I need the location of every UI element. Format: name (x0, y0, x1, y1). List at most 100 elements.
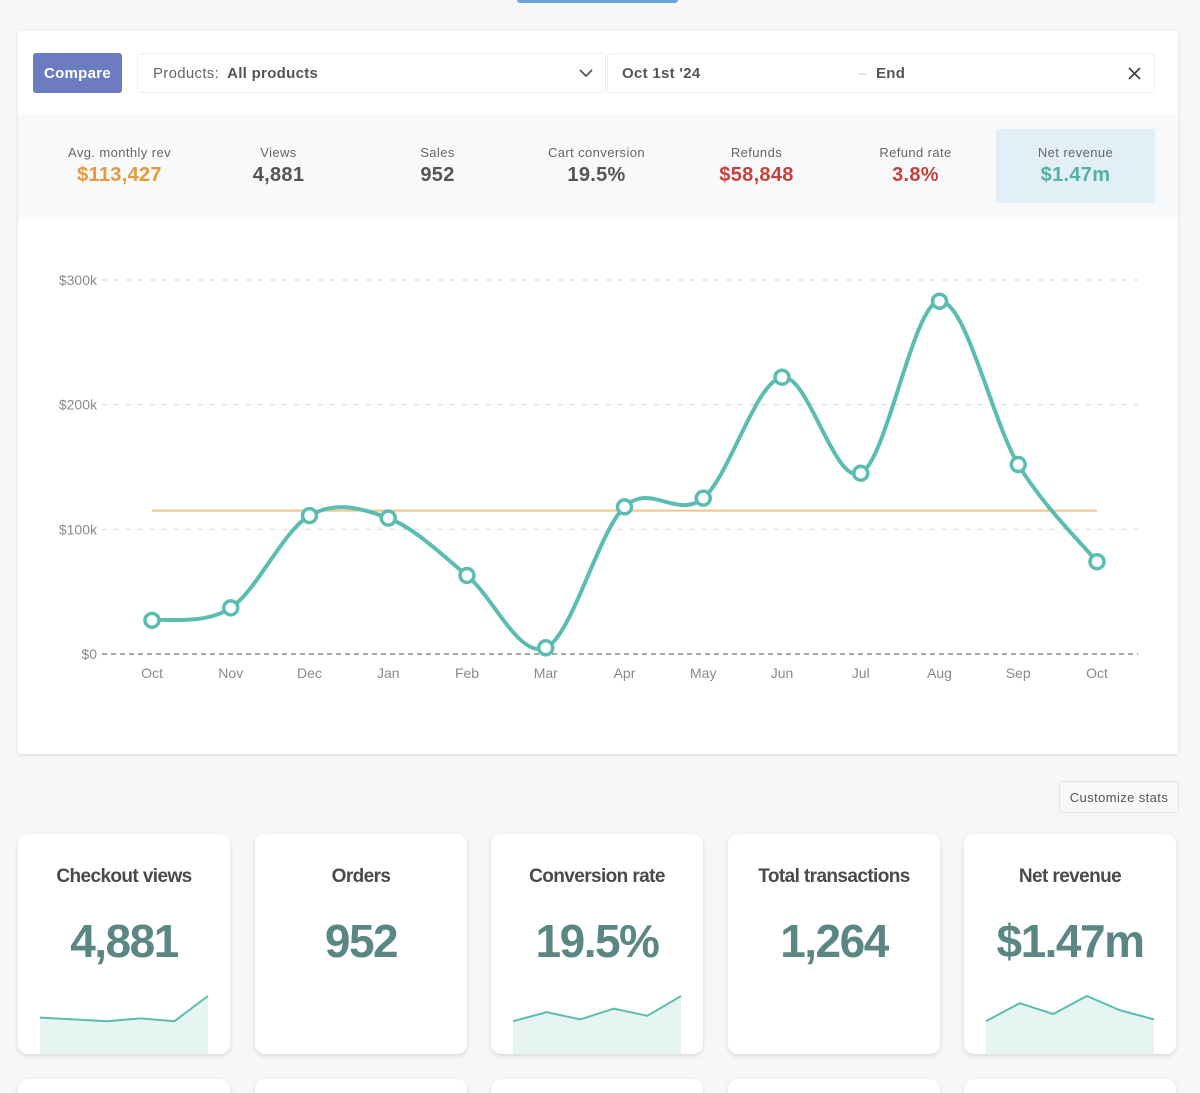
x-tick-label: Mar (534, 665, 558, 681)
card-title: Orders (331, 866, 391, 887)
card-checkout-views[interactable]: Checkout views 4,881 (18, 834, 230, 1054)
sparkline (512, 995, 682, 1054)
data-point (537, 639, 555, 657)
card-value: 19.5% (535, 915, 660, 967)
stat-sales[interactable]: Sales 952 (358, 129, 517, 203)
stat-label: Views (260, 145, 297, 160)
card-value: 952 (324, 915, 399, 967)
card-value: $1.47m (996, 915, 1145, 967)
card-title: Conversion rate (529, 866, 665, 887)
stat-value: 3.8% (892, 164, 939, 186)
data-point (1009, 455, 1027, 474)
x-tick-label: Jan (377, 665, 400, 681)
stat-label: Cart conversion (547, 145, 646, 160)
card-placeholder (728, 1079, 940, 1093)
sparkline-area (513, 996, 681, 1054)
stat-label: Net revenue (1037, 145, 1114, 160)
card-placeholder (18, 1079, 230, 1093)
stat-avg-monthly-rev[interactable]: Avg. monthly rev $113,427 (40, 129, 199, 203)
card-placeholder (491, 1079, 703, 1093)
analytics-panel: Compare Products: All products Oct 1st '… (18, 31, 1178, 754)
sparkline-line (985, 994, 1155, 1023)
stat-label: Refunds (730, 145, 783, 160)
data-point (222, 599, 240, 617)
sparkline-line (512, 995, 682, 1023)
stat-refund-rate[interactable]: Refund rate 3.8% (836, 129, 995, 203)
x-tick-label: Apr (614, 665, 636, 681)
y-tick-label: $100k (59, 521, 98, 537)
card-title: Total transactions (758, 866, 910, 887)
date-end-input[interactable]: End (876, 65, 906, 82)
close-icon[interactable] (1127, 66, 1142, 81)
y-tick-label: $200k (59, 397, 98, 413)
sparkline (39, 995, 209, 1054)
products-label: Products: (153, 64, 220, 82)
stat-cart-conversion[interactable]: Cart conversion 19.5% (517, 129, 676, 203)
x-tick-label: Jul (852, 665, 870, 681)
sparkline (985, 994, 1155, 1054)
data-point (143, 611, 161, 630)
stat-refunds[interactable]: Refunds $58,848 (677, 129, 836, 203)
card-title: Net revenue (1018, 866, 1122, 887)
sparkline (255, 994, 467, 1054)
card-conversion-rate[interactable]: Conversion rate 19.5% (491, 834, 703, 1054)
x-tick-label: Sep (1006, 665, 1031, 681)
stat-value: 952 (420, 164, 455, 186)
data-point (773, 368, 791, 386)
filter-toolbar: Compare Products: All products Oct 1st '… (18, 31, 1178, 114)
stat-value: 4,881 (252, 164, 305, 186)
x-tick-label: May (690, 665, 716, 681)
data-point (615, 498, 634, 516)
x-tick-label: Jun (771, 665, 794, 681)
x-tick-label: Dec (297, 665, 322, 681)
card-value: 4,881 (70, 915, 179, 967)
card-total-transactions[interactable]: Total transactions 1,264 (728, 834, 940, 1054)
stat-net-revenue[interactable]: Net revenue $1.47m (996, 129, 1155, 203)
sparkline-area (986, 996, 1154, 1054)
data-point (300, 506, 319, 525)
y-tick-label: $0 (81, 646, 97, 662)
customize-stats-button[interactable]: Customize stats (1059, 781, 1179, 813)
stats-bar: Avg. monthly rev $113,427 Views 4,881 Sa… (18, 114, 1178, 219)
data-point (694, 489, 712, 507)
data-point (458, 566, 476, 585)
revenue-chart-svg: $0 $100k $200k $300k Oct Nov Dec Jan Feb Mar Apr Ma… (59, 272, 1138, 681)
revenue-chart: $0 $100k $200k $300k Oct Nov Dec Jan Feb Mar Apr Ma… (18, 219, 1178, 754)
date-separator: – (858, 65, 867, 82)
compare-button[interactable]: Compare (33, 53, 122, 93)
products-value: All products (227, 64, 319, 82)
x-tick-label: Oct (1086, 665, 1108, 681)
stat-value: $1.47m (1040, 164, 1111, 186)
card-net-revenue[interactable]: Net revenue $1.47m (964, 834, 1176, 1054)
data-point (930, 292, 949, 310)
stat-label: Refund rate (879, 145, 952, 160)
data-point (852, 464, 870, 482)
data-point (1088, 552, 1106, 571)
stat-value: $113,427 (77, 164, 162, 186)
x-tick-label: Oct (141, 665, 163, 681)
date-start-input[interactable]: Oct 1st '24 (622, 65, 701, 82)
products-dropdown[interactable]: Products: All products (137, 53, 606, 93)
card-value: 1,264 (780, 915, 889, 967)
sparkline (728, 994, 940, 1054)
card-title: Checkout views (56, 866, 192, 887)
sparkline-area (40, 996, 208, 1054)
card-placeholder (255, 1079, 467, 1093)
stat-views[interactable]: Views 4,881 (199, 129, 358, 203)
card-orders[interactable]: Orders 952 (255, 834, 467, 1054)
sparkline-line (39, 995, 209, 1023)
top-tab-indicator (517, 0, 678, 3)
data-point (379, 509, 397, 527)
stat-label: Avg. monthly rev (68, 145, 171, 160)
revenue-series-line (150, 299, 1099, 652)
stat-label: Sales (420, 145, 455, 160)
x-tick-label: Feb (455, 665, 479, 681)
x-tick-label: Aug (927, 665, 952, 681)
y-tick-label: $300k (59, 272, 98, 288)
stat-value: 19.5% (567, 164, 626, 186)
date-range-picker[interactable]: Oct 1st '24 – End (607, 53, 1155, 93)
x-tick-label: Nov (218, 665, 243, 681)
card-placeholder (964, 1079, 1176, 1093)
chevron-down-icon (579, 69, 593, 78)
stat-value: $58,848 (719, 164, 794, 186)
